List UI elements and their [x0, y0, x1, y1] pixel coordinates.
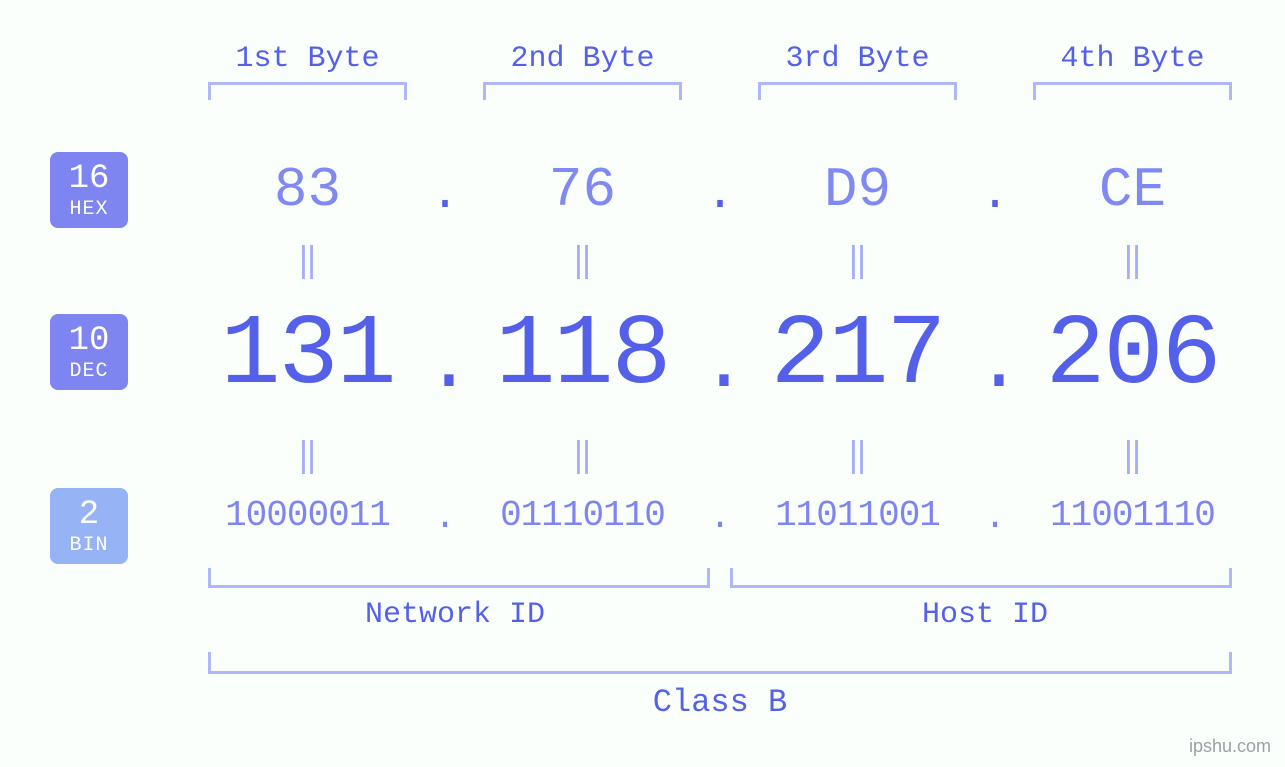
- dec-byte-2: 118: [465, 300, 700, 413]
- equals-icon: ‖: [740, 435, 975, 477]
- id-labels: Network ID Host ID: [190, 598, 1250, 632]
- bin-row: 10000011 . 01110110 . 11011001 . 1100111…: [190, 495, 1250, 538]
- bytes-grid: 1st Byte 2nd Byte 3rd Byte 4th Byte 83 .…: [190, 0, 1250, 767]
- dot: .: [425, 158, 465, 222]
- dot: .: [425, 495, 465, 538]
- badge-dec-label: DEC: [64, 362, 114, 382]
- dec-byte-4: 206: [1015, 300, 1250, 413]
- equals-icon: ‖: [465, 240, 700, 282]
- hex-byte-1: 83: [190, 158, 425, 222]
- byte-header-row: 1st Byte 2nd Byte 3rd Byte 4th Byte: [190, 42, 1250, 76]
- hex-byte-3: D9: [740, 158, 975, 222]
- bin-byte-2: 01110110: [465, 495, 700, 538]
- dot: .: [975, 300, 1015, 413]
- bin-byte-4: 11001110: [1015, 495, 1250, 538]
- badge-bin-label: BIN: [64, 536, 114, 556]
- bin-byte-1: 10000011: [190, 495, 425, 538]
- top-brackets: [190, 82, 1250, 100]
- network-id-label: Network ID: [190, 598, 720, 632]
- bracket-class: [208, 652, 1232, 674]
- dot: .: [700, 158, 740, 222]
- byte-header-1: 1st Byte: [190, 42, 425, 76]
- dec-byte-1: 131: [190, 300, 425, 413]
- badge-bin-num: 2: [64, 498, 114, 532]
- hex-byte-2: 76: [465, 158, 700, 222]
- id-brackets: [190, 568, 1250, 588]
- byte-header-2: 2nd Byte: [465, 42, 700, 76]
- class-label: Class B: [190, 684, 1250, 721]
- equals-row-1: ‖ ‖ ‖ ‖: [190, 240, 1250, 282]
- dot: .: [975, 495, 1015, 538]
- hex-byte-4: CE: [1015, 158, 1250, 222]
- dot: .: [425, 300, 465, 413]
- badge-bin: 2 BIN: [50, 488, 128, 564]
- badge-dec-num: 10: [64, 324, 114, 358]
- bracket-byte-4: [1033, 82, 1232, 100]
- equals-icon: ‖: [190, 240, 425, 282]
- byte-header-4: 4th Byte: [1015, 42, 1250, 76]
- dot: .: [700, 495, 740, 538]
- equals-row-2: ‖ ‖ ‖ ‖: [190, 435, 1250, 477]
- equals-icon: ‖: [740, 240, 975, 282]
- equals-icon: ‖: [1015, 435, 1250, 477]
- badge-dec: 10 DEC: [50, 314, 128, 390]
- badge-hex: 16 HEX: [50, 152, 128, 228]
- byte-header-3: 3rd Byte: [740, 42, 975, 76]
- bracket-byte-3: [758, 82, 957, 100]
- bracket-byte-2: [483, 82, 682, 100]
- host-id-label: Host ID: [720, 598, 1250, 632]
- hex-row: 83 . 76 . D9 . CE: [190, 158, 1250, 222]
- bracket-network-id: [208, 568, 710, 588]
- watermark: ipshu.com: [1189, 736, 1271, 757]
- badge-hex-num: 16: [64, 162, 114, 196]
- badge-hex-label: HEX: [64, 200, 114, 220]
- dot: .: [700, 300, 740, 413]
- bracket-host-id: [730, 568, 1232, 588]
- ip-diagram: 16 HEX 10 DEC 2 BIN 1st Byte 2nd Byte 3r…: [0, 0, 1285, 767]
- equals-icon: ‖: [465, 435, 700, 477]
- dec-byte-3: 217: [740, 300, 975, 413]
- dot: .: [975, 158, 1015, 222]
- bin-byte-3: 11011001: [740, 495, 975, 538]
- bracket-byte-1: [208, 82, 407, 100]
- equals-icon: ‖: [1015, 240, 1250, 282]
- equals-icon: ‖: [190, 435, 425, 477]
- dec-row: 131 . 118 . 217 . 206: [190, 300, 1250, 413]
